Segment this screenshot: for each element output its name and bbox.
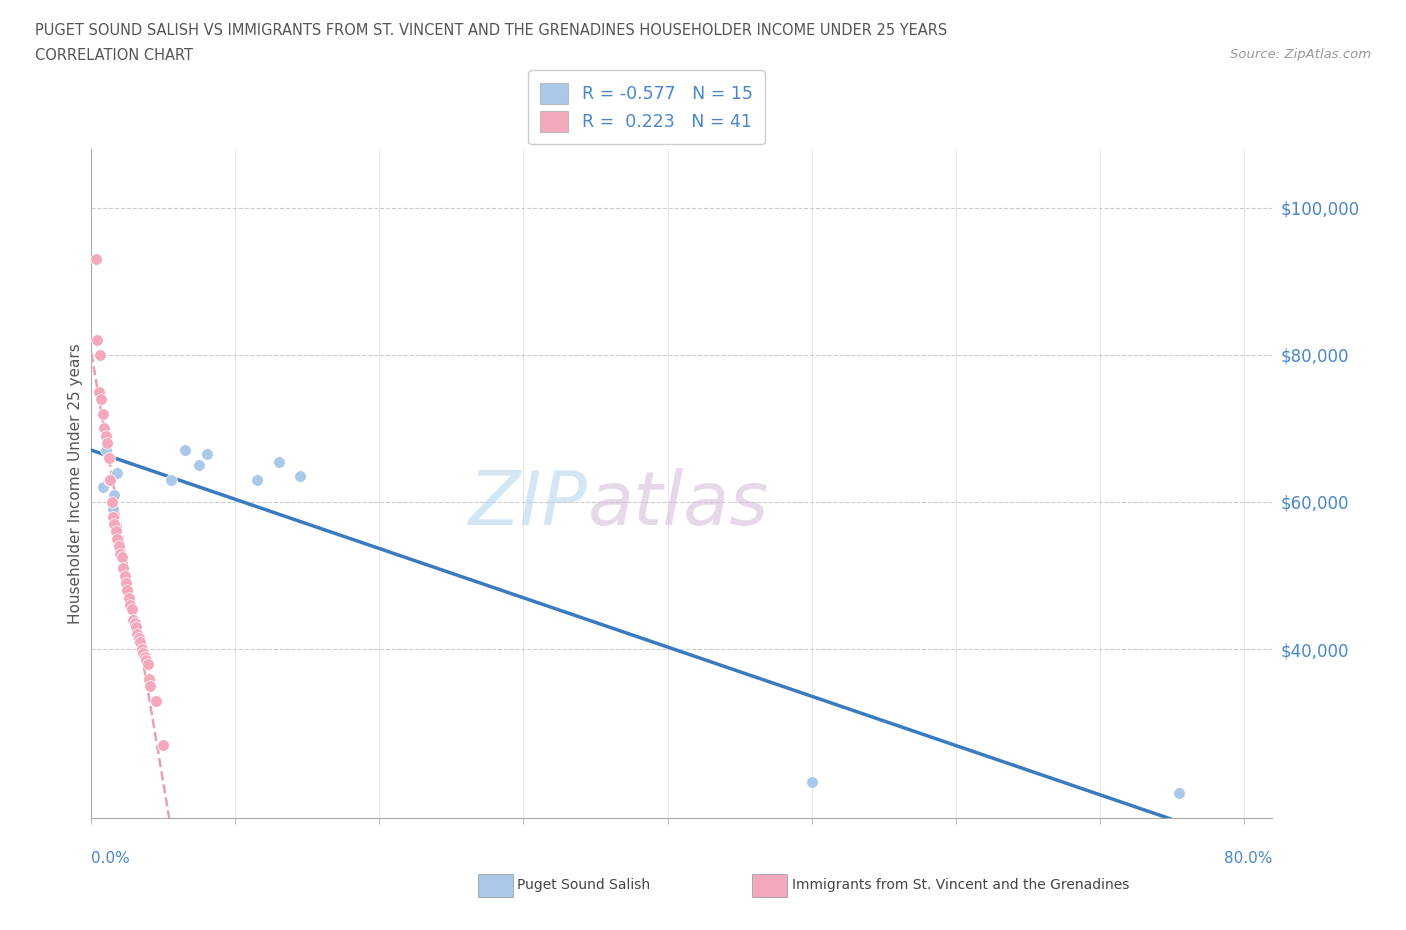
Point [118, 591, 141, 605]
Point [267, 454, 290, 469]
Point [800, 774, 823, 789]
Text: atlas: atlas [588, 468, 769, 539]
Point [114, 568, 136, 583]
Point [86, 333, 108, 348]
Point [128, 631, 150, 645]
Point [138, 671, 160, 686]
Point [132, 645, 155, 660]
Point [105, 531, 128, 546]
Point [93, 421, 115, 436]
Point [91, 480, 114, 495]
Point [1167, 785, 1189, 800]
Point [91, 406, 114, 421]
Text: Source: ZipAtlas.com: Source: ZipAtlas.com [1230, 48, 1371, 61]
Point [100, 495, 122, 510]
Point [124, 616, 146, 631]
Point [107, 538, 129, 553]
Text: Puget Sound Salish: Puget Sound Salish [517, 878, 651, 893]
Point [139, 679, 162, 694]
Point [98, 472, 121, 487]
Text: 0.0%: 0.0% [91, 851, 131, 866]
Text: 80.0%: 80.0% [1225, 851, 1272, 866]
Legend: R = -0.577   N = 15, R =  0.223   N = 41: R = -0.577 N = 15, R = 0.223 N = 41 [529, 71, 765, 144]
Point [246, 472, 269, 487]
Point [290, 469, 312, 484]
Text: CORRELATION CHART: CORRELATION CHART [35, 48, 193, 63]
Point [89, 348, 111, 363]
Text: PUGET SOUND SALISH VS IMMIGRANTS FROM ST. VINCENT AND THE GRENADINES HOUSEHOLDER: PUGET SOUND SALISH VS IMMIGRANTS FROM ST… [35, 23, 948, 38]
Point [127, 627, 149, 642]
Point [145, 693, 167, 708]
Point [90, 392, 112, 406]
Point [121, 602, 143, 617]
Point [87, 384, 110, 399]
Point [97, 472, 120, 487]
Point [101, 510, 124, 525]
Point [129, 634, 152, 649]
Point [135, 653, 157, 668]
Point [152, 737, 174, 752]
Point [134, 649, 156, 664]
Point [136, 657, 159, 671]
Point [122, 612, 145, 627]
Point [105, 465, 128, 480]
Point [94, 429, 117, 444]
Point [174, 443, 197, 458]
Point [111, 550, 134, 565]
Point [125, 619, 148, 634]
Point [108, 546, 131, 561]
Point [96, 435, 118, 450]
Point [115, 576, 138, 591]
Y-axis label: Householder Income Under 25 years: Householder Income Under 25 years [67, 343, 83, 624]
Point [117, 583, 139, 598]
Text: Immigrants from St. Vincent and the Grenadines: Immigrants from St. Vincent and the Gren… [792, 878, 1129, 893]
Point [195, 446, 218, 461]
Point [101, 502, 124, 517]
Point [103, 517, 125, 532]
Point [131, 642, 153, 657]
Text: ZIP: ZIP [468, 468, 588, 539]
Point [120, 598, 142, 613]
Point [97, 450, 120, 465]
Point [104, 524, 127, 538]
Point [188, 458, 211, 472]
Point [112, 561, 135, 576]
Point [103, 487, 125, 502]
Point [159, 472, 181, 487]
Point [94, 443, 117, 458]
Point [84, 252, 107, 267]
